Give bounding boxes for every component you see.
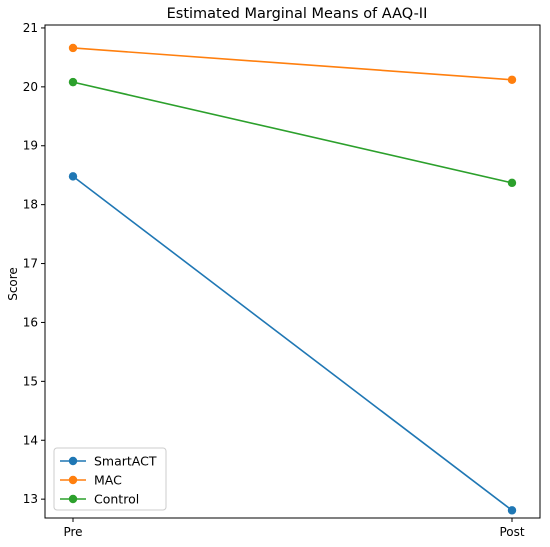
legend-label-mac: MAC (94, 473, 122, 488)
y-tick-label-17: 17 (23, 257, 38, 271)
legend-marker-smartact (68, 456, 78, 466)
series-line-mac (72, 47, 513, 81)
legend-label-smartact: SmartACT (94, 454, 157, 469)
y-tick-label-14: 14 (23, 433, 38, 447)
x-tick-label-pre: Pre (63, 525, 82, 539)
y-tick-label-20: 20 (23, 80, 38, 94)
y-tick-label-19: 19 (23, 139, 38, 153)
series-line-control (72, 81, 513, 184)
legend-marker-control (68, 494, 78, 504)
y-tick-label-21: 21 (23, 21, 38, 35)
chart-title: Estimated Marginal Means of AAQ-II (167, 6, 428, 22)
legend-marker-mac (68, 475, 78, 485)
point-mac-post (507, 75, 517, 84)
point-control-pre (68, 77, 78, 87)
series-line-smartact (72, 175, 513, 511)
plot-frame (44, 24, 541, 519)
point-smartact-pre (68, 172, 78, 181)
legend: SmartACT MAC Control (53, 447, 167, 511)
y-axis-label: Score (6, 267, 20, 301)
plot-area: 13 14 15 16 17 18 19 20 21 Pre Post (23, 21, 541, 539)
legend-box (53, 447, 167, 511)
y-tick-label-16: 16 (23, 315, 38, 329)
x-tick-label-post: Post (499, 525, 524, 539)
y-tick-label-13: 13 (23, 492, 38, 506)
y-tick-label-15: 15 (23, 374, 38, 388)
legend-label-control: Control (94, 492, 139, 507)
point-control-post (507, 178, 517, 188)
point-smartact-post (507, 506, 517, 515)
point-mac-pre (68, 43, 78, 53)
y-tick-label-18: 18 (23, 198, 38, 212)
